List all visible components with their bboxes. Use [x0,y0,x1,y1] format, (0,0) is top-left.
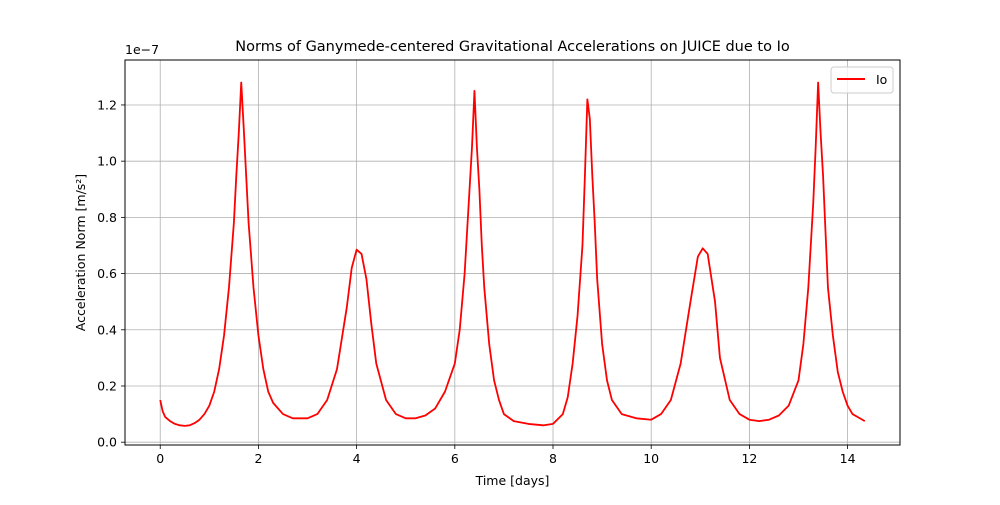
y-axis-label: Acceleration Norm [m/s²] [73,174,88,331]
x-tick-label: 4 [353,451,361,466]
axis-ticks: 0 2 4 6 8 10 12 14 0.0 0.2 0.4 0.6 0.8 1.0 1.2 [97,97,855,466]
y-tick-label: 0.4 [97,322,117,337]
y-axis-offset-label: 1e−7 [125,42,159,57]
x-tick-label: 12 [741,451,757,466]
y-tick-label: 1.0 [97,154,117,169]
plot-frame [124,59,901,446]
x-tick-label: 10 [643,451,659,466]
series-layer [159,81,866,427]
y-tick-label: 0.8 [97,210,117,225]
y-tick-label: 0.0 [97,435,117,450]
y-tick-label: 0.2 [97,378,117,393]
legend: Io [830,66,894,94]
x-tick-label: 2 [254,451,262,466]
x-axis-label: Time [days] [475,473,550,488]
y-tick-label: 1.2 [97,97,117,112]
x-tick-label: 14 [840,451,856,466]
chart-title: Norms of Ganymede-centered Gravitational… [235,39,790,55]
x-tick-label: 6 [451,451,459,466]
y-tick-label: 0.6 [97,266,117,281]
grid-lines [125,60,900,445]
series-line-io [159,81,866,427]
x-tick-label: 0 [156,451,164,466]
legend-label-io: Io [876,72,887,87]
x-tick-label: 8 [549,451,557,466]
